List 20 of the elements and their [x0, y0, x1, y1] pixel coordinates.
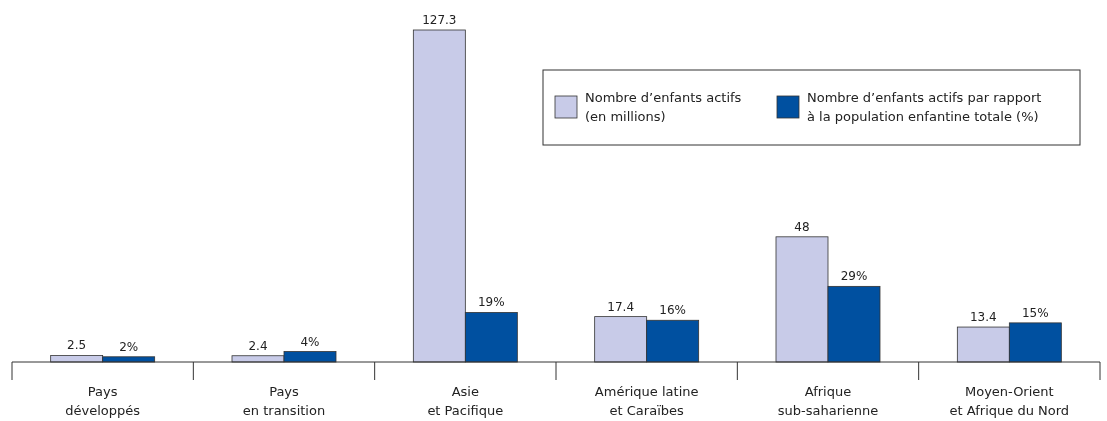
- legend-label: Nombre d’enfants actifs par rapport à la population enfantine totale (%): [807, 90, 1042, 124]
- data-label: 19%: [478, 295, 505, 310]
- data-label: 16%: [659, 303, 686, 318]
- data-label: 13.4: [969, 310, 997, 325]
- x-tick-label: Asie et Pacifique: [427, 384, 504, 418]
- data-label: 48: [794, 219, 810, 234]
- data-label: 2.4: [248, 338, 268, 353]
- data-label: 29%: [840, 269, 868, 284]
- data-label: 127.3: [422, 13, 457, 27]
- x-tick-label: Pays en transition: [242, 384, 326, 418]
- x-tick-label: Afrique sub-saharienne: [777, 384, 879, 418]
- data-label: 2.5: [67, 338, 87, 353]
- x-tick-label: Pays développés: [65, 384, 141, 418]
- x-tick-label: Amérique latine et Caraïbes: [594, 384, 699, 418]
- data-label: 17.4: [607, 299, 635, 314]
- data-label: 4%: [300, 334, 320, 349]
- data-label: 2%: [119, 339, 139, 354]
- data-label: 15%: [1022, 305, 1049, 320]
- legend-label: Nombre d’enfants actifs (en millions): [585, 90, 742, 124]
- x-tick-label: Moyen-Orient et Afrique du Nord: [949, 384, 1070, 418]
